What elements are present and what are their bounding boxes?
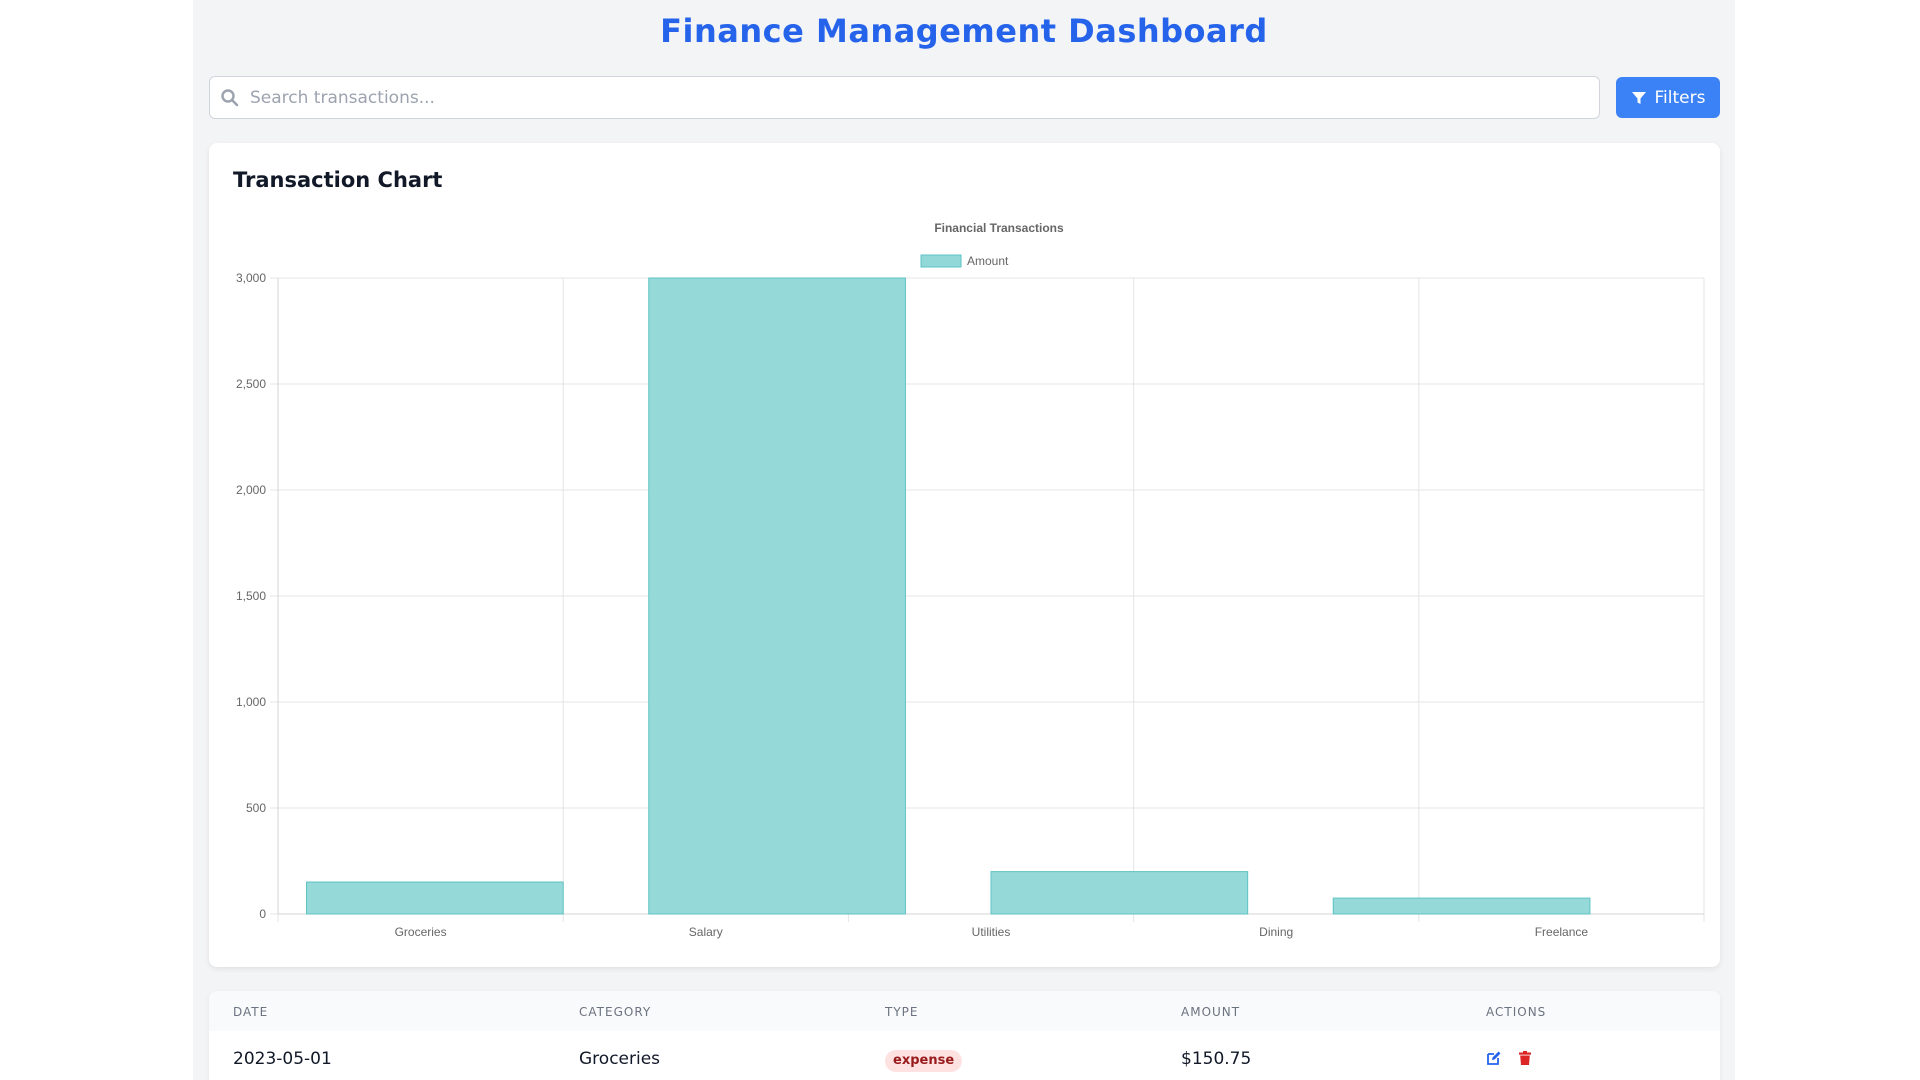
header-actions: Actions: [1486, 1005, 1547, 1019]
header-date: Date: [233, 1005, 269, 1019]
legend-swatch: [920, 254, 962, 268]
y-tick-label: 1,500: [236, 589, 266, 603]
x-tick-label: Groceries: [395, 925, 447, 939]
y-tick-label: 0: [259, 907, 266, 921]
chart-card-title: Transaction Chart: [233, 168, 443, 192]
row-date: 2023-05-01: [233, 1049, 332, 1069]
x-tick-label: Dining: [1259, 925, 1293, 939]
row-amount: $150.75: [1181, 1049, 1252, 1069]
transactions-table: Date Category Type Amount Actions 2023-0…: [209, 991, 1720, 1080]
chart-title: Financial Transactions: [934, 221, 1064, 235]
row-category: Groceries: [579, 1049, 661, 1069]
y-tick-label: 2,500: [236, 377, 266, 391]
table-header: Date Category Type Amount Actions: [209, 991, 1720, 1031]
x-tick-label: Utilities: [972, 925, 1011, 939]
bar: [306, 881, 564, 915]
y-tick-label: 2,000: [236, 483, 266, 497]
trash-icon[interactable]: [1517, 1050, 1533, 1066]
chart-card: Transaction Chart Financial Transactions…: [209, 143, 1720, 967]
dashboard-page: Finance Management Dashboard Filters Tra…: [193, 0, 1735, 1080]
type-badge: expense: [885, 1050, 963, 1072]
bar: [990, 871, 1249, 915]
search-bar[interactable]: [209, 76, 1600, 119]
x-tick-label: Salary: [689, 925, 723, 939]
x-tick-label: Freelance: [1535, 925, 1589, 939]
filters-button[interactable]: Filters: [1616, 77, 1720, 118]
y-tick-label: 3,000: [236, 271, 266, 285]
edit-icon[interactable]: [1486, 1050, 1502, 1066]
y-tick-label: 1,000: [236, 695, 266, 709]
transaction-chart: Financial Transactions Amount 0 500 1,000 1,5…: [236, 221, 1705, 939]
search-input[interactable]: [250, 77, 1590, 118]
header-category: Category: [579, 1005, 652, 1019]
y-tick-label: 500: [246, 801, 266, 815]
header-type: Type: [885, 1005, 919, 1019]
filters-label: Filters: [1654, 87, 1706, 108]
legend-label: Amount: [967, 254, 1009, 268]
search-icon: [221, 89, 239, 107]
page-title: Finance Management Dashboard: [660, 12, 1268, 50]
bar: [648, 277, 906, 915]
filter-icon: [1631, 91, 1646, 104]
bar: [1332, 897, 1591, 915]
header-amount: Amount: [1181, 1005, 1241, 1019]
